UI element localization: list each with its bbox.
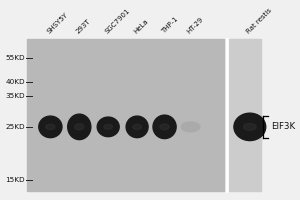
Text: HT-29: HT-29 [186, 16, 205, 35]
Ellipse shape [46, 124, 55, 130]
Ellipse shape [68, 114, 91, 140]
Text: THP-1: THP-1 [160, 16, 179, 35]
Text: 25KD: 25KD [5, 124, 25, 130]
Ellipse shape [153, 115, 176, 139]
Bar [27, 39, 224, 191]
Ellipse shape [181, 122, 200, 132]
Text: 15KD: 15KD [5, 177, 25, 183]
Text: EIF3K: EIF3K [272, 122, 296, 131]
Text: 55KD: 55KD [5, 55, 25, 61]
Ellipse shape [39, 116, 62, 138]
Text: Rat restis: Rat restis [246, 7, 273, 35]
Text: 35KD: 35KD [5, 93, 25, 99]
Ellipse shape [104, 124, 112, 129]
Ellipse shape [160, 124, 169, 130]
Ellipse shape [234, 113, 266, 141]
Ellipse shape [126, 116, 148, 138]
Text: 40KD: 40KD [5, 79, 25, 85]
Text: HeLa: HeLa [133, 18, 150, 35]
Bar [228, 39, 261, 191]
Ellipse shape [97, 117, 119, 137]
Ellipse shape [75, 124, 84, 130]
Text: SHSY5Y: SHSY5Y [46, 12, 69, 35]
Ellipse shape [133, 124, 142, 130]
Text: SGC7901: SGC7901 [104, 8, 131, 35]
Text: 293T: 293T [75, 18, 92, 35]
Ellipse shape [244, 123, 256, 130]
